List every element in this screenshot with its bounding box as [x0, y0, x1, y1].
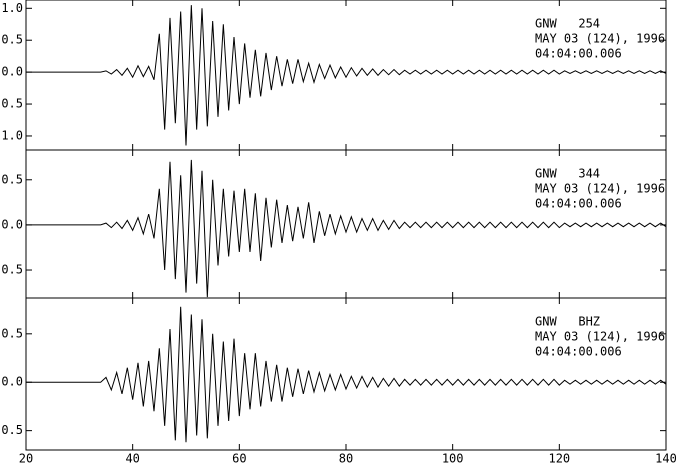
annotation: GNW 344	[535, 167, 600, 181]
x-tick-label: 80	[339, 452, 353, 465]
y-tick-label: 0.0	[1, 375, 23, 389]
y-tick-label: 0.5	[1, 326, 23, 340]
y-tick-label: 0.0	[1, 65, 23, 79]
y-tick-label: -0.5	[0, 423, 23, 437]
annotation: 04:04:00.006	[535, 47, 622, 61]
annotation: GNW BHZ	[535, 315, 600, 329]
annotation: MAY 03 (124), 1996	[535, 182, 665, 196]
x-tick-label: 60	[232, 452, 246, 465]
annotation: GNW 254	[535, 17, 600, 31]
y-tick-label: -0.5	[0, 97, 23, 111]
y-tick-label: -0.5	[0, 263, 23, 277]
x-tick-label: 120	[548, 452, 570, 465]
x-tick-label: 40	[125, 452, 139, 465]
y-tick-label: -1.0	[0, 128, 23, 142]
waveform	[26, 159, 667, 298]
x-tick-label: 100	[442, 452, 464, 465]
x-tick-label: 20	[19, 452, 33, 465]
y-tick-label: 1.0	[1, 1, 23, 15]
annotation: MAY 03 (124), 1996	[535, 330, 665, 344]
annotation: 04:04:00.006	[535, 197, 622, 211]
y-tick-label: 0.0	[1, 217, 23, 231]
annotation: MAY 03 (124), 1996	[535, 32, 665, 46]
annotation: 04:04:00.006	[535, 345, 622, 359]
y-tick-label: 0.5	[1, 172, 23, 186]
y-tick-label: 0.5	[1, 33, 23, 47]
x-tick-label: 140	[655, 452, 676, 465]
waveform	[26, 306, 667, 443]
waveform	[26, 5, 667, 146]
